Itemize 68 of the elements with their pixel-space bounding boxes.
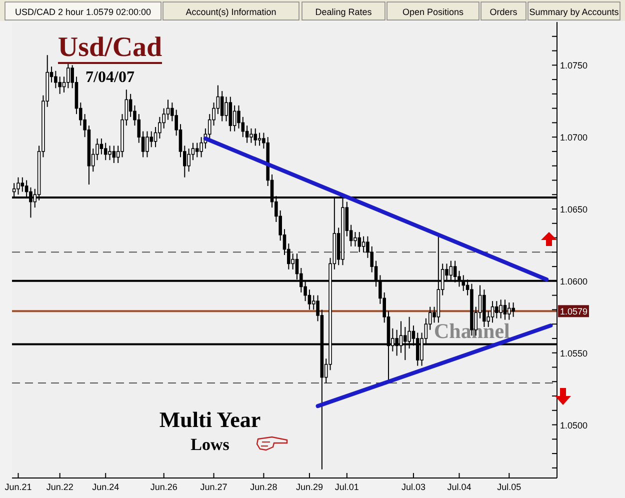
candlestick [195, 142, 199, 158]
y-tick-label: 1.0750 [560, 60, 588, 71]
candlestick [150, 130, 154, 148]
candlestick [495, 300, 498, 319]
x-tick-label: Jul.03 [401, 482, 426, 492]
candlestick [146, 130, 149, 158]
candlestick [187, 148, 190, 172]
candlestick [291, 253, 294, 270]
y-tick-label: 1.0700 [560, 132, 588, 143]
candlestick [358, 232, 362, 253]
candlestick [224, 96, 228, 122]
x-tick-label: Jun.24 [92, 482, 120, 492]
x-tick-label: Jul.05 [497, 482, 522, 492]
candlestick [308, 289, 312, 310]
x-tick-label: Jun.29 [296, 482, 323, 492]
annotation: Lows [190, 435, 230, 454]
candlestick [228, 96, 232, 132]
candlestick [232, 104, 236, 132]
x-tick-label: Jul.04 [447, 482, 472, 492]
candlestick [66, 62, 70, 89]
ref-line-label: 1.0579 [560, 306, 588, 317]
x-tick-label: Jul.01 [334, 482, 359, 492]
y-tick-label: 1.0650 [560, 204, 588, 215]
candlestick [20, 176, 24, 192]
candlestick [254, 128, 258, 146]
candlestick [250, 128, 253, 144]
candlestick [58, 76, 62, 94]
candlestick [100, 138, 104, 155]
candlestick [108, 145, 112, 161]
text: Summary by Accounts [529, 7, 620, 17]
candlestick [162, 108, 166, 129]
candlestick [220, 90, 224, 122]
chart-title: Usd/Cad [58, 32, 163, 63]
x-tick-label: Jun.28 [250, 482, 278, 492]
candlestick [54, 70, 58, 89]
y-tick-label: 1.0600 [560, 276, 588, 286]
candlestick [503, 299, 507, 320]
x-tick-label: Jun.22 [46, 482, 74, 492]
candlestick [512, 302, 515, 318]
candlestick [245, 125, 249, 144]
text: Orders [490, 7, 518, 17]
candlestick [508, 302, 511, 320]
candlestick [154, 126, 158, 148]
x-tick-label: Jun.26 [150, 482, 178, 492]
y-tick-label: 1.0550 [560, 348, 588, 358]
candlestick [166, 99, 170, 120]
candlestick [354, 232, 357, 247]
text: Account(s) Information [186, 7, 276, 17]
candlestick [16, 176, 20, 196]
text: 7/04/07 [86, 69, 134, 86]
candlestick [104, 142, 108, 161]
x-tick-label: Jun.21 [4, 482, 32, 492]
candlestick [158, 116, 162, 140]
text: Dealing Rates [315, 7, 372, 17]
text: USD/CAD 2 hour 1.0579 02:00:00 [14, 7, 152, 17]
x-tick-label: Jun.27 [200, 482, 228, 492]
candlestick [490, 300, 494, 324]
candlestick [258, 132, 262, 146]
candlestick [200, 136, 203, 158]
text: Open Positions [402, 7, 464, 17]
candlestick [499, 299, 502, 319]
annotation: Channel [434, 319, 510, 343]
candlestick [112, 145, 116, 164]
candlestick [362, 236, 366, 253]
annotation: Multi Year [159, 407, 261, 432]
candlestick [128, 93, 132, 118]
y-tick-label: 1.0500 [560, 420, 588, 430]
candlestick [237, 104, 240, 129]
